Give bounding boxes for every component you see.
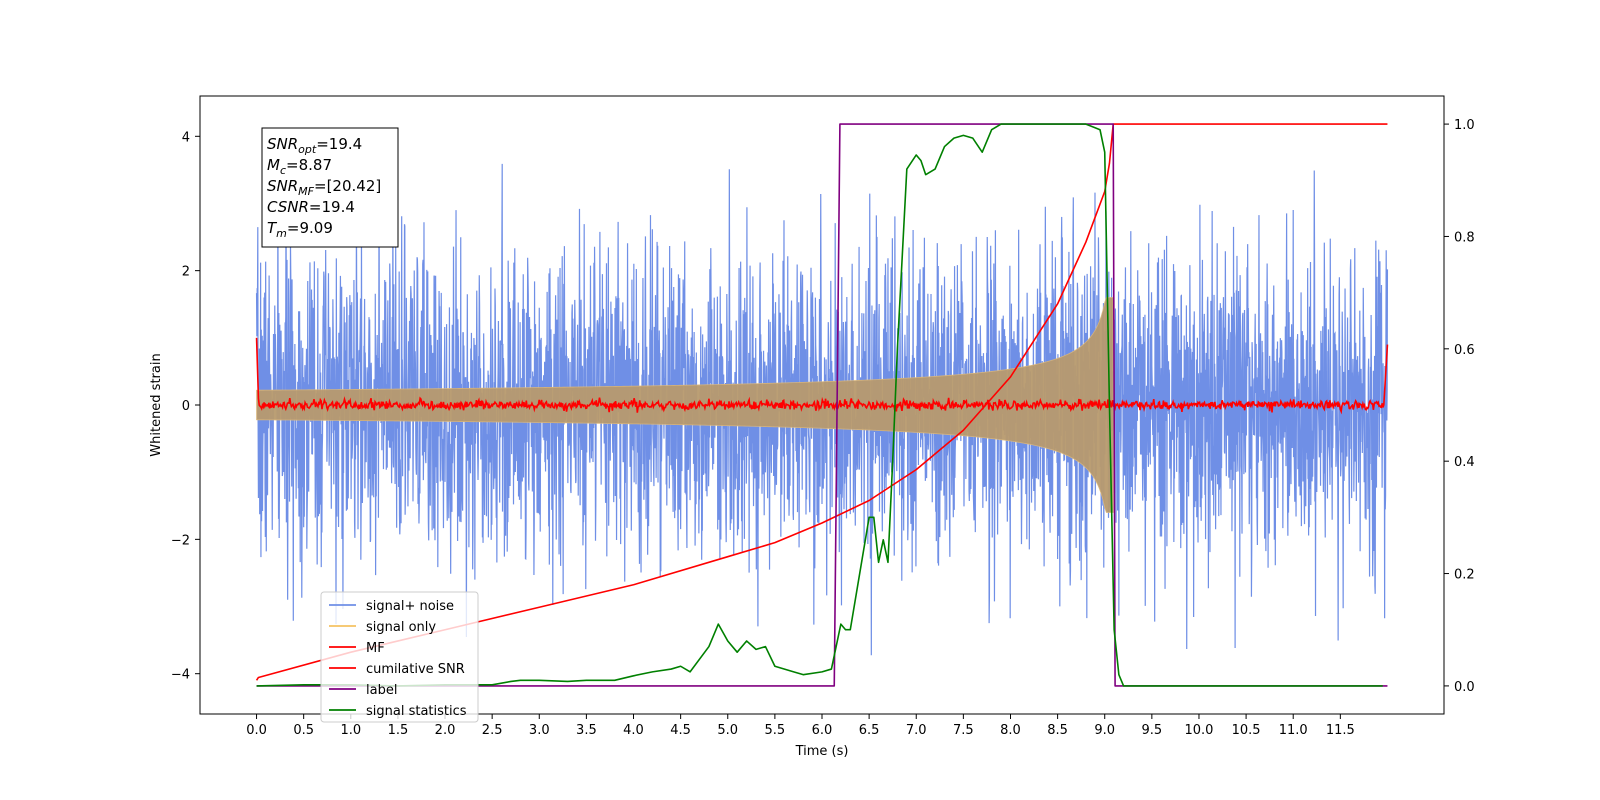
legend-frame <box>320 591 479 723</box>
y-tick-label: 2 <box>182 265 190 280</box>
series-mf <box>255 337 1389 415</box>
legend-entry: signal statistics <box>329 704 467 719</box>
y-tick-label: 4 <box>182 130 190 145</box>
x-tick-label: 5.0 <box>717 723 738 738</box>
legend-entry: cumilative SNR <box>329 662 465 677</box>
x-tick-label: 10.5 <box>1232 723 1261 738</box>
plot-area <box>255 123 1389 687</box>
annotation-frame <box>261 127 399 248</box>
y-axis-label: Whitened strain <box>149 353 164 456</box>
annotation-line: Tm=9.09 <box>267 219 333 240</box>
series-signal-only <box>256 297 1114 513</box>
x-tick-label: 4.5 <box>670 723 691 738</box>
y-tick-label: 0 <box>182 399 190 414</box>
legend-entry: label <box>329 683 397 698</box>
x-tick-label: 7.5 <box>953 723 974 738</box>
annotation-line: SNRopt=19.4 <box>267 135 362 156</box>
annotation-line: CSNR=19.4 <box>267 198 355 216</box>
x-tick-label: 2.0 <box>435 723 456 738</box>
x-tick-label: 5.5 <box>765 723 786 738</box>
y2-tick-label: 0.6 <box>1454 343 1475 358</box>
x-tick-label: 3.0 <box>529 723 550 738</box>
x-tick-label: 8.5 <box>1047 723 1068 738</box>
legend-entry: signal+ noise <box>329 599 454 614</box>
x-tick-label: 11.5 <box>1326 723 1355 738</box>
x-tick-label: 6.5 <box>859 723 880 738</box>
x-tick-label: 10.0 <box>1184 723 1213 738</box>
legend-label: cumilative SNR <box>366 662 465 677</box>
x-axis-label: Time (s) <box>795 744 849 759</box>
annotation-line: Mc=8.87 <box>267 156 332 177</box>
x-tick-label: 7.0 <box>906 723 927 738</box>
series-signal-statistics <box>256 123 1383 687</box>
x-tick-label: 9.5 <box>1142 723 1163 738</box>
y2-tick-label: 0.8 <box>1454 230 1475 245</box>
series-signal-noise <box>255 163 1389 656</box>
y2-tick-label: 0.0 <box>1454 680 1475 695</box>
stats-annotation-box: SNRopt=19.4Mc=8.87SNRMF=[20.42]CSNR=19.4… <box>261 127 399 248</box>
y2-tick-label: 1.0 <box>1454 118 1475 133</box>
legend-entry: signal only <box>329 620 436 635</box>
x-tick-label: 1.5 <box>388 723 409 738</box>
x-tick-label: 0.5 <box>293 723 314 738</box>
x-tick-label: 11.0 <box>1279 723 1308 738</box>
y2-tick-label: 0.4 <box>1454 455 1475 470</box>
x-axis-ticks: 0.0 0.5 1.0 1.5 2.0 2.5 3.0 3.5 4.0 4.5 5.0 5.5 6.0 6… <box>246 714 1355 738</box>
x-tick-label: 8.0 <box>1000 723 1021 738</box>
x-tick-label: 2.5 <box>482 723 503 738</box>
legend: signal+ noise signal only MF cumilative SNR… <box>320 591 479 723</box>
legend-label: signal statistics <box>366 704 467 719</box>
x-tick-label: 0.0 <box>246 723 267 738</box>
y-tick-label: −4 <box>171 668 190 683</box>
legend-label: signal only <box>366 620 436 635</box>
x-tick-label: 4.0 <box>623 723 644 738</box>
x-tick-label: 1.0 <box>340 723 361 738</box>
y-tick-label: −2 <box>171 533 190 548</box>
legend-entry: MF <box>329 641 385 656</box>
annotation-line: SNRMF=[20.42] <box>267 177 381 198</box>
x-tick-label: 9.0 <box>1094 723 1115 738</box>
legend-label: MF <box>366 641 385 656</box>
legend-label: signal+ noise <box>366 599 454 614</box>
y2-axis-ticks: 1.0 0.8 0.6 0.4 0.2 0.0 <box>1444 118 1475 695</box>
y2-tick-label: 0.2 <box>1454 568 1475 583</box>
legend-label: label <box>366 683 397 698</box>
x-tick-label: 6.0 <box>812 723 833 738</box>
x-tick-label: 3.5 <box>576 723 597 738</box>
y-axis-ticks: 4 2 0 −2 −4 <box>171 130 200 683</box>
